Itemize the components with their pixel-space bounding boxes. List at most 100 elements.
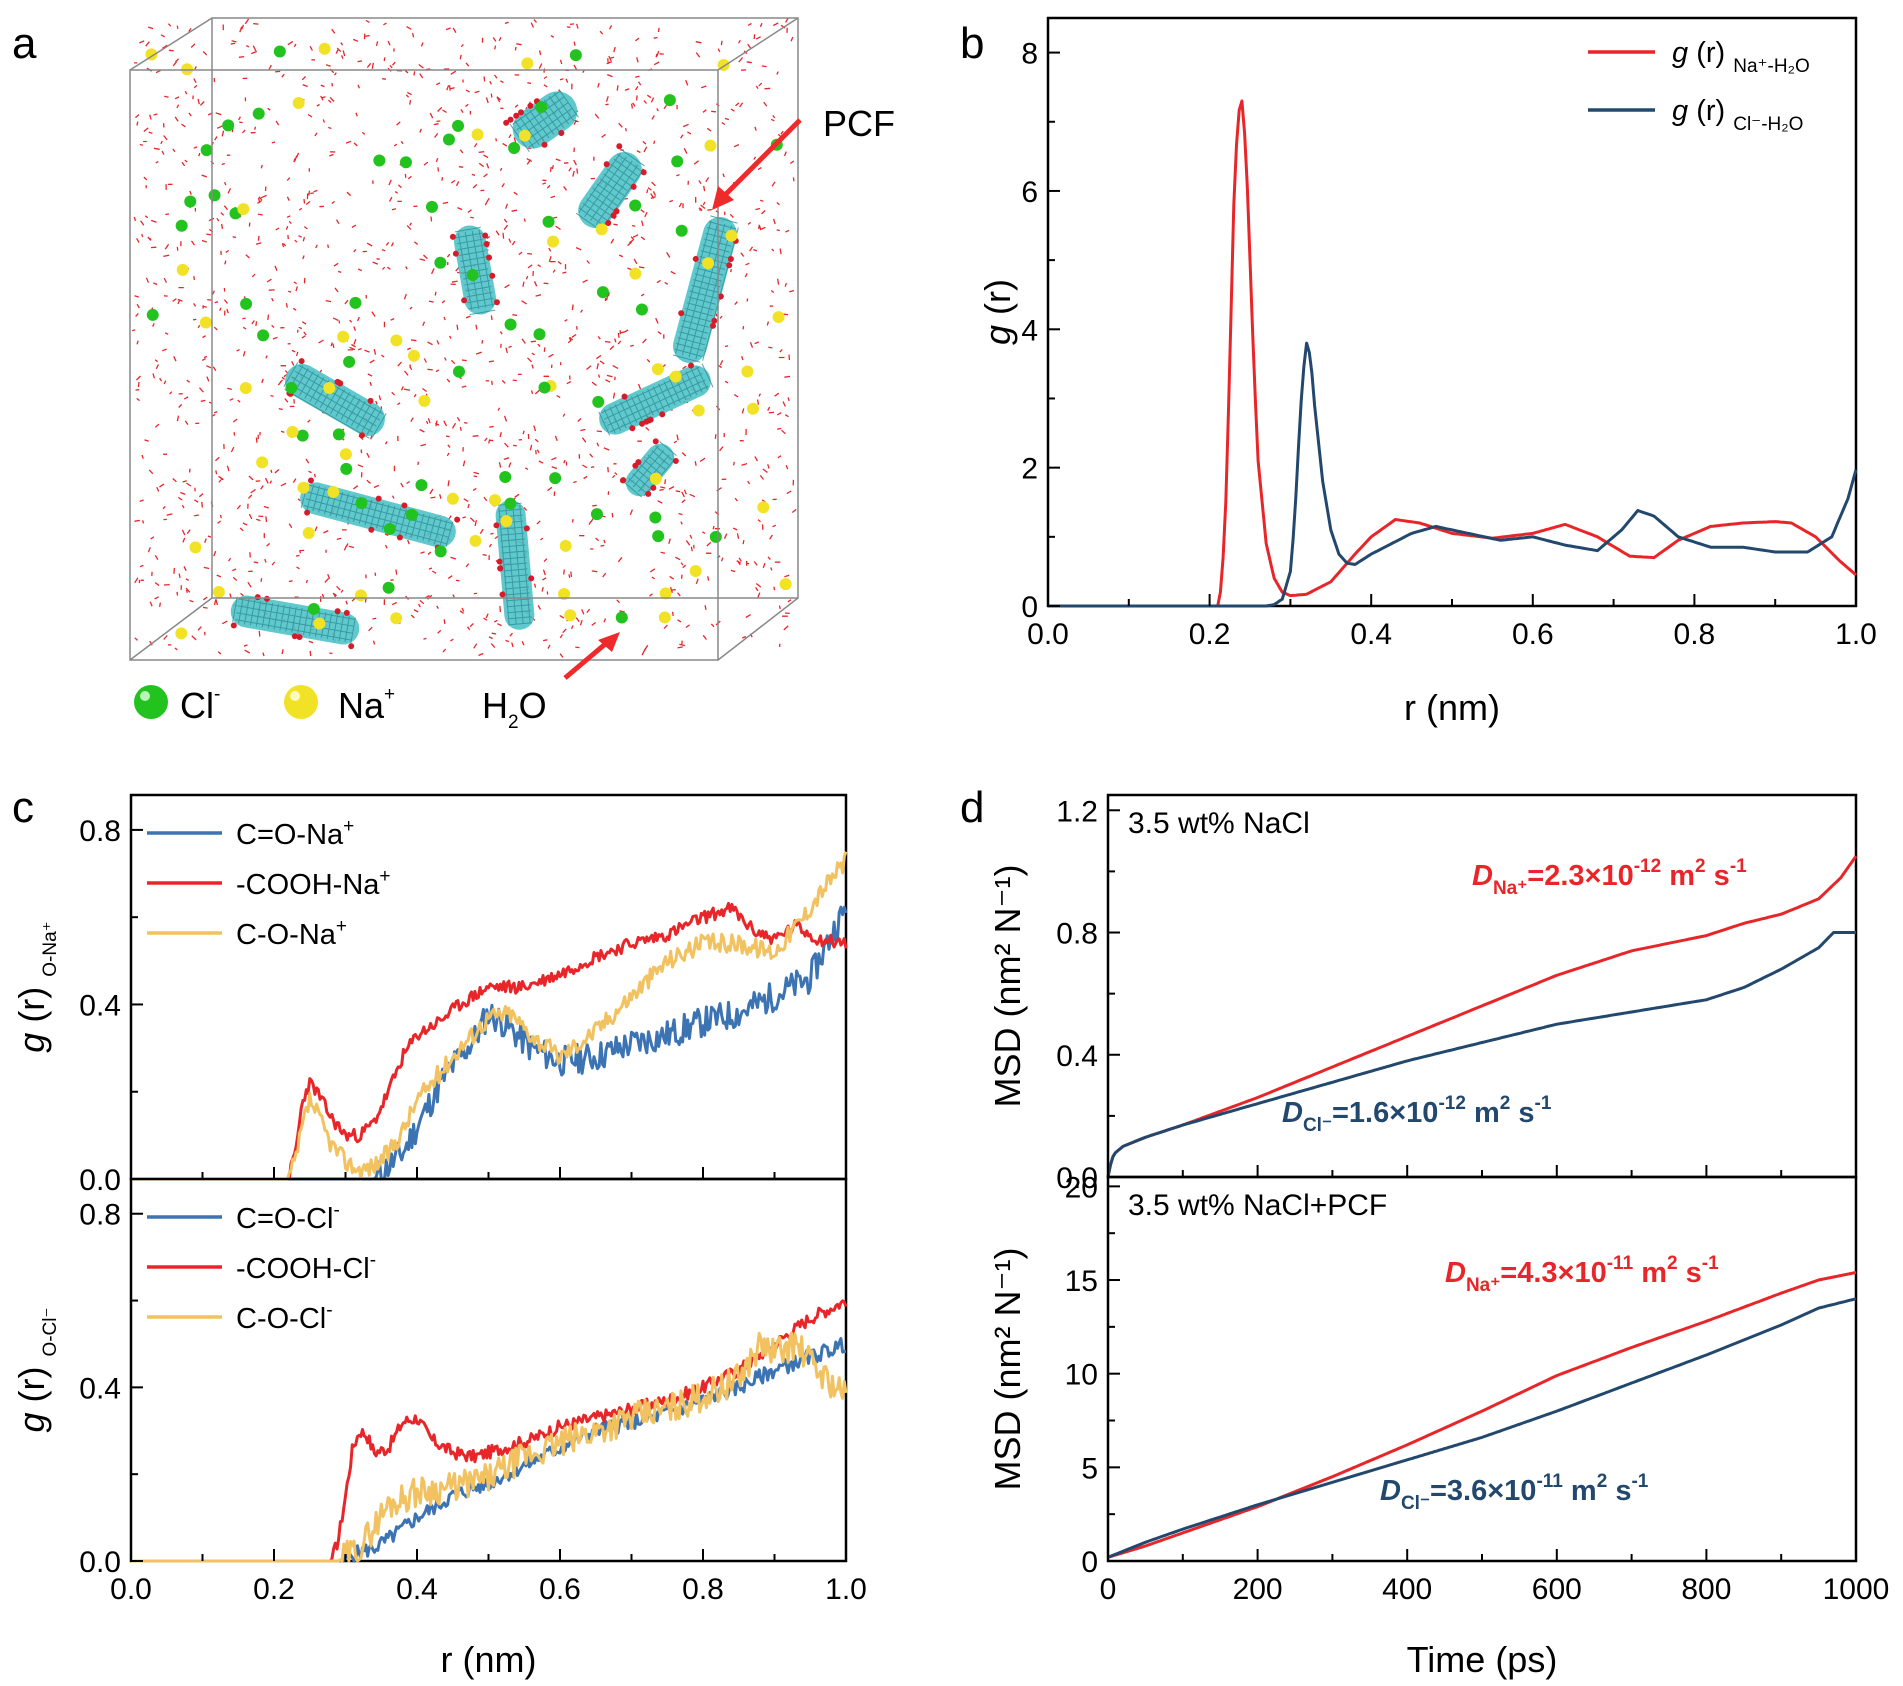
- legend-text: -COOH-Cl: [236, 1253, 370, 1285]
- pcf-fiber-lattice: [575, 148, 645, 231]
- cl-ion: [343, 355, 356, 368]
- pcf-oxygen-atom: [629, 425, 636, 432]
- y-tick-label: 5: [1081, 1452, 1098, 1485]
- annotation-unit-exp: 2: [1667, 1253, 1678, 1274]
- legend-label: -COOH-Na+: [236, 866, 391, 901]
- y-axis-label: g (r) O-Cl⁻: [11, 1307, 61, 1432]
- pcf-oxygen-atom: [558, 129, 565, 136]
- na-ion: [354, 589, 367, 602]
- series-line-na-: [1106, 855, 1858, 1178]
- chart-c-bottom-rdf-cl: 0.0 0.2 0.4 0.6 0.8 1.0 0.0 0.4 0.8 g (r) O-Cl⁻ C=…: [11, 1177, 867, 1680]
- y-axis-label-italic: g: [977, 325, 1018, 345]
- na-ion: [175, 627, 188, 640]
- annotation-unit2: s: [1510, 1097, 1534, 1129]
- annotation-exp: -12: [1438, 1093, 1465, 1114]
- cl-ion: [533, 328, 546, 341]
- na-ion: [757, 501, 770, 514]
- annotation-exp: -11: [1536, 1471, 1563, 1492]
- pcf-oxygen-atom: [528, 575, 535, 582]
- na-ion: [629, 267, 642, 280]
- legend-label: g (r) Cl⁻-H₂O: [1672, 95, 1803, 135]
- pcf-fiber-lattice: [232, 596, 356, 644]
- y-tick-label: 4: [1021, 314, 1038, 347]
- pcf-oxygen-atom: [230, 622, 237, 629]
- pcf-oxygen-atom: [613, 208, 620, 215]
- pcf-oxygen-atom: [710, 322, 717, 329]
- y-tick-label: 0: [1081, 1546, 1098, 1579]
- na-ion: [702, 257, 715, 270]
- na-ion: [313, 617, 326, 630]
- annotation-unit-exp: 2: [1695, 856, 1706, 877]
- legend-text: C-O-Cl: [236, 1303, 326, 1335]
- pcf-fiber-body: [285, 364, 385, 436]
- cl-ion: [434, 256, 447, 269]
- cl-ion: [425, 200, 438, 213]
- pcf-oxygen-atom: [368, 526, 375, 533]
- na-ion: [189, 541, 202, 554]
- legend-label: C=O-Na+: [236, 816, 354, 851]
- pcf-oxygen-atom: [678, 310, 685, 317]
- na-ion: [689, 564, 702, 577]
- cl-ion: [596, 286, 609, 299]
- cl-ion: [175, 219, 188, 232]
- na-ion: [559, 539, 572, 552]
- legend-text: C=O-Na: [236, 819, 344, 851]
- pcf-oxygen-atom: [493, 299, 500, 306]
- pcf-oxygen-atom: [605, 219, 612, 226]
- x-tick-label: 600: [1532, 1573, 1582, 1606]
- cl-ion: [590, 508, 603, 521]
- pcf-fiber-lattice: [598, 363, 714, 436]
- na-ion: [692, 404, 705, 417]
- x-axis-label: r (nm): [441, 1639, 537, 1680]
- na-ion: [704, 139, 717, 152]
- panel-a-letter: a: [12, 19, 37, 68]
- y-tick-label: 0.0: [79, 1546, 121, 1579]
- condition-label: 3.5 wt% NaCl: [1128, 807, 1310, 840]
- pcf-fiber-body: [230, 595, 360, 645]
- cl-ion: [252, 107, 265, 120]
- cl-ion: [569, 49, 582, 62]
- pcf-oxygen-atom: [630, 183, 637, 190]
- y-tick-label: 0.0: [1056, 1162, 1098, 1195]
- y-tick-label: 2: [1021, 453, 1038, 486]
- x-tick-label: 0.2: [1189, 618, 1231, 651]
- x-tick-label: 0.4: [1350, 618, 1392, 651]
- x-axis-label: r (nm): [1404, 687, 1500, 728]
- y-axis-label-italic: g: [11, 1033, 52, 1053]
- cl-legend-text: Cl-: [180, 684, 220, 726]
- legend-label: C-O-Na+: [236, 916, 347, 951]
- pcf-oxygen-atom: [497, 565, 504, 572]
- na-ion: [318, 42, 331, 55]
- legend-sub: Na⁺-H₂O: [1733, 56, 1810, 77]
- cl-ion: [592, 395, 605, 408]
- pcf-oxygen-atom: [298, 358, 305, 365]
- pcf-oxygen-atom: [711, 317, 718, 324]
- pcf-fiber-body: [672, 216, 738, 364]
- cl-ion: [184, 195, 197, 208]
- pcf-oxygen-atom: [640, 169, 647, 176]
- cl-ion: [340, 462, 353, 475]
- cl-ion: [671, 155, 684, 168]
- pcf-oxygen-atom: [489, 272, 496, 279]
- cl-ion: [355, 497, 368, 510]
- h2o-legend-text: H2O: [482, 685, 547, 733]
- cl-ion: [405, 508, 418, 521]
- pcf-oxygen-atom: [635, 459, 642, 466]
- x-tick-label: 0.6: [1512, 618, 1554, 651]
- na-ion: [407, 349, 420, 362]
- y-axis-label-sub: O-Na⁺: [40, 921, 61, 976]
- na-ion: [176, 263, 189, 276]
- pcf-arrow: [712, 118, 802, 210]
- pcf-oxygen-atom: [652, 438, 659, 445]
- cl-ion: [652, 530, 665, 543]
- cl-ion: [383, 522, 396, 535]
- annotation-exp: -11: [1607, 1253, 1634, 1274]
- pcf-oxygen-atom: [483, 241, 490, 248]
- pcf-fiber: [283, 358, 387, 439]
- pcf-oxygen-atom: [493, 522, 500, 529]
- cl-ion: [549, 472, 562, 485]
- annotation-value: =2.3×10: [1527, 860, 1633, 892]
- cl-ion: [452, 365, 465, 378]
- x-axis-label: Time (ps): [1407, 1639, 1558, 1680]
- cl-ion: [615, 611, 628, 624]
